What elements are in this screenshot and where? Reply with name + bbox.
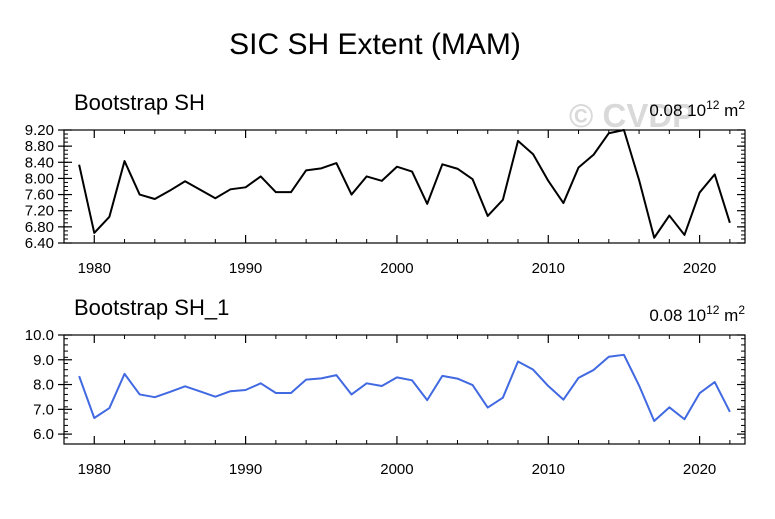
y-tick-label: 6.80 [25,219,54,236]
series-line [78,353,731,422]
x-tick-label: 2020 [683,461,716,478]
units-annotation-unit-tail: m [719,306,738,325]
y-tick-label: 7.60 [25,187,54,204]
x-tick-label: 2010 [532,260,565,277]
units-annotation-unit-tail: m [719,101,738,120]
units-annotation-value: 0.08 [649,101,682,120]
units-annotation-unit-base: 10 [682,101,706,120]
main-title: SIC SH Extent (MAM) [229,28,521,61]
y-tick-label: 6.40 [25,235,54,252]
plot-frame [63,334,746,445]
units-annotation-unit-tail-exp: 2 [738,303,745,317]
x-tick-label: 2010 [532,461,565,478]
y-tick-label: 10.0 [25,327,54,344]
plot-frame [63,129,746,244]
y-tick-label: 8.40 [25,154,54,171]
x-tick-label: 1980 [78,260,111,277]
y-tick-label: 8.0 [33,377,54,394]
series-line [78,129,731,239]
y-tick-label: 9.20 [25,122,54,139]
units-annotation-value: 0.08 [649,306,682,325]
y-tick-label: 6.0 [33,426,54,443]
units-annotation-unit-exp: 12 [706,303,720,317]
units-annotation-unit-exp: 12 [706,98,720,112]
y-tick-label: 8.00 [25,170,54,187]
panel-title: Bootstrap SH [74,90,205,115]
y-tick-label: 8.80 [25,138,54,155]
x-tick-label: 2000 [380,461,413,478]
x-tick-label: 1990 [229,461,262,478]
units-annotation-unit-tail-exp: 2 [738,98,745,112]
x-tick-label: 1980 [78,461,111,478]
units-annotation-unit-base: 10 [682,306,706,325]
panel-title: Bootstrap SH_1 [74,295,229,320]
x-tick-label: 2020 [683,260,716,277]
panel-units-annotation: 0.08 1012 m2 [649,303,745,325]
x-tick-label: 1990 [229,260,262,277]
y-tick-label: 7.20 [25,203,54,220]
x-tick-label: 2000 [380,260,413,277]
watermark-text: © CVDP [569,97,694,134]
y-tick-label: 7.0 [33,401,54,418]
y-tick-label: 9.0 [33,352,54,369]
panel-units-annotation: 0.08 1012 m2 [649,98,745,120]
